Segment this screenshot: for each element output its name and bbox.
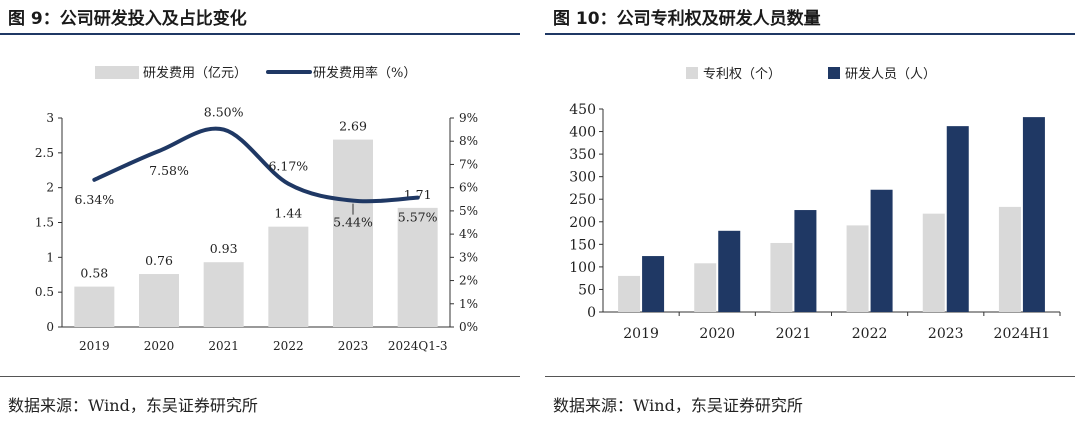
- y2-tick-label: 2%: [459, 274, 478, 288]
- bar-rd-staff: [870, 189, 893, 312]
- x-tick-label: 2019: [79, 339, 110, 353]
- x-tick-label: 2021: [208, 339, 239, 353]
- bar-patents: [618, 275, 641, 312]
- y2-tick-label: 0%: [459, 320, 478, 334]
- y-tick-label: 150: [569, 237, 596, 253]
- x-tick-label: 2021: [776, 326, 812, 342]
- left-figure: 图 9：公司研发投入及占比变化 研发费用（亿元） 研发费用率（%） 0 0.5 1 1.5…: [0, 0, 528, 427]
- x-tick-label: 2022: [852, 326, 888, 342]
- bar-value-label: 0.93: [210, 241, 238, 256]
- bar-rd-expense: [74, 286, 115, 327]
- line-value-label: 5.44%: [333, 215, 373, 230]
- bar-rd-expense: [333, 139, 373, 327]
- left-legend: 研发费用（亿元） 研发费用率（%）: [95, 65, 416, 81]
- y-tick-label: 2.5: [35, 146, 54, 160]
- bar-value-label: 0.76: [145, 253, 173, 268]
- bar-rd-staff: [946, 126, 969, 313]
- left-source-rule: [0, 376, 520, 377]
- x-tick-label: 2022: [273, 339, 304, 353]
- y-tick-label: 100: [569, 260, 596, 276]
- bar-rd-staff: [1022, 117, 1045, 313]
- y2-tick-label: 6%: [459, 181, 478, 195]
- rd-expense-chart: 研发费用（亿元） 研发费用率（%） 0 0.5 1 1.5 2 2.5 3 0% 1% 2% 3% 4% 5…: [35, 65, 478, 353]
- y2-tick-label: 3%: [459, 250, 478, 264]
- bar-rd-expense: [268, 226, 309, 327]
- bar-rd-expense: [397, 207, 438, 327]
- right-figure-title: 图 10：公司专利权及研发人员数量: [553, 9, 821, 29]
- y-tick-label: 350: [569, 147, 596, 163]
- bar-rd-staff: [718, 230, 741, 312]
- y-tick-label: 300: [569, 170, 596, 186]
- y-tick-label: 3: [46, 111, 54, 125]
- bar-rd-staff: [794, 210, 817, 312]
- legend-swatch-patents: [686, 67, 698, 79]
- legend-label-patents: 专利权（个）: [703, 66, 781, 82]
- y-tick-label: 400: [569, 125, 596, 141]
- line-value-label: 5.57%: [398, 210, 438, 225]
- x-tick-label: 2023: [928, 326, 964, 342]
- y2-tick-label: 4%: [459, 227, 478, 241]
- right-source-rule: [545, 376, 1075, 377]
- y-tick-label: 250: [569, 192, 596, 208]
- legend-swatch-rd-expense: [95, 66, 139, 79]
- bar-rd-expense: [203, 262, 244, 327]
- x-tick-label: 2024H1: [994, 326, 1051, 342]
- legend-label-rd-expense: 研发费用（亿元）: [143, 65, 247, 81]
- y2-tick-label: 7%: [459, 157, 478, 171]
- line-value-label: 6.34%: [74, 192, 114, 207]
- y-tick-label: 200: [569, 215, 596, 231]
- x-tick-label: 2019: [623, 326, 659, 342]
- x-tick-label: 2020: [699, 326, 735, 342]
- right-legend: 专利权（个） 研发人员（人）: [686, 66, 936, 82]
- bar-value-label: 0.58: [80, 266, 108, 281]
- line-value-label: 8.50%: [204, 105, 244, 120]
- bar-patents: [922, 213, 945, 312]
- y-tick-label: 1.5: [35, 216, 54, 230]
- y-tick-label: 0.5: [35, 285, 54, 299]
- bar-patents: [694, 263, 717, 312]
- bar-value-label: 2.69: [339, 119, 367, 134]
- left-title-rule: [0, 33, 520, 35]
- y-tick-label: 2: [46, 181, 54, 195]
- left-source-note: 数据来源：Wind，东吴证券研究所: [8, 396, 258, 415]
- bar-rd-staff: [642, 256, 665, 312]
- bar-patents: [998, 206, 1021, 312]
- bar-value-label: 1.44: [274, 206, 302, 221]
- patent-staff-chart: 专利权（个） 研发人员（人） 0 50 100 150 200 250 300 350 400 450…: [569, 66, 1061, 342]
- x-tick-label: 2024Q1-3: [388, 339, 448, 353]
- right-figure: 图 10：公司专利权及研发人员数量 专利权（个） 研发人员（人） 0 50 100 150…: [545, 0, 1080, 427]
- legend-label-rd-ratio: 研发费用率（%）: [313, 65, 416, 81]
- y2-tick-label: 9%: [459, 111, 478, 125]
- bar-patents: [846, 225, 869, 312]
- y-tick-label: 0: [587, 305, 596, 321]
- line-value-label: 7.58%: [149, 163, 189, 178]
- line-rd-ratio: [92, 126, 420, 204]
- right-title-rule: [545, 33, 1075, 35]
- right-source-note: 数据来源：Wind，东吴证券研究所: [553, 396, 803, 415]
- y2-tick-label: 5%: [459, 204, 478, 218]
- bar-rd-expense: [139, 274, 179, 327]
- legend-swatch-rd-staff: [828, 67, 840, 79]
- line-value-label: 6.17%: [268, 159, 308, 174]
- y-tick-label: 0: [46, 320, 54, 334]
- bar-patents: [770, 242, 793, 312]
- y2-tick-label: 1%: [459, 297, 478, 311]
- y-tick-label: 450: [569, 102, 596, 118]
- y2-tick-label: 8%: [459, 134, 478, 148]
- left-figure-title: 图 9：公司研发投入及占比变化: [8, 9, 247, 29]
- legend-label-rd-staff: 研发人员（人）: [845, 66, 936, 82]
- y-tick-label: 1: [46, 250, 54, 264]
- x-tick-label: 2020: [144, 339, 175, 353]
- x-tick-label: 2023: [338, 339, 369, 353]
- y-tick-label: 50: [578, 282, 596, 298]
